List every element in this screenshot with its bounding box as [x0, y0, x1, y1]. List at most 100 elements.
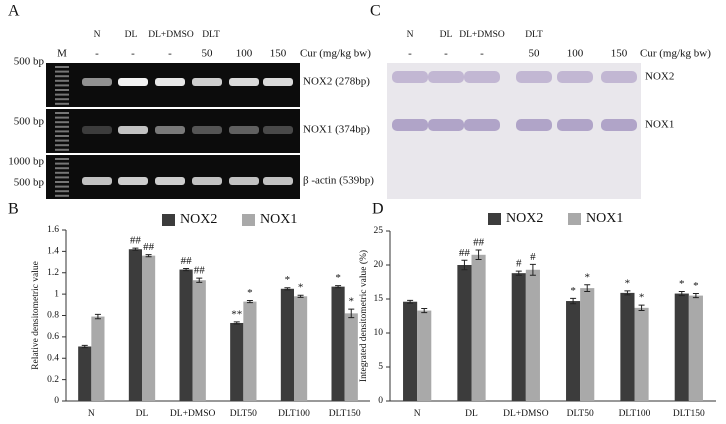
- error-bar: [94, 313, 101, 320]
- gel-band: [229, 78, 259, 86]
- bar: [634, 307, 649, 401]
- bar: [457, 265, 472, 401]
- bar: [243, 301, 257, 401]
- dose-unit: Cur (mg/kg bw): [640, 48, 711, 60]
- group-label: N: [94, 30, 101, 40]
- bar: [674, 293, 689, 401]
- marker-label: 1000 bp: [8, 156, 44, 168]
- ladder-band: [55, 176, 69, 179]
- y-tick-label: 0.8: [47, 311, 59, 321]
- y-tick-label: 1.2: [47, 268, 59, 278]
- ladder-band: [55, 139, 69, 142]
- band-label: β -actin (539bp): [303, 175, 374, 187]
- gel-band: [155, 177, 185, 185]
- band-label: NOX1 (374bp): [303, 124, 370, 136]
- ladder-band: [55, 181, 69, 183]
- ladder-band: [55, 162, 69, 165]
- error-bar: [678, 291, 685, 297]
- error-bar: [183, 267, 190, 272]
- bar: [192, 280, 206, 401]
- gel-band: [263, 177, 293, 185]
- group-label: DLT: [525, 30, 543, 40]
- legend-label: NOX1: [586, 211, 623, 226]
- error-bar: [421, 308, 428, 314]
- x-tick-label: DL+DMSO: [170, 409, 216, 419]
- panel-label: B: [8, 201, 19, 218]
- significance-label: *: [584, 271, 590, 283]
- ladder-band: [55, 194, 69, 197]
- bar: [142, 255, 156, 401]
- blot-band: [557, 71, 593, 83]
- dose-label: -: [480, 48, 484, 60]
- ladder-band: [55, 171, 69, 174]
- dose-label: -: [95, 48, 99, 60]
- significance-label: ##: [143, 241, 155, 253]
- bar: [230, 322, 244, 401]
- x-tick-label: DLT150: [329, 409, 361, 419]
- bar: [78, 346, 92, 401]
- ladder-band: [55, 98, 69, 101]
- legend-swatch: [162, 214, 175, 226]
- y-tick-label: 1.6: [47, 225, 59, 235]
- significance-label: *: [285, 274, 291, 286]
- legend-swatch: [242, 214, 255, 226]
- error-bar: [196, 277, 203, 283]
- ladder-band: [55, 70, 69, 73]
- ladder-band: [55, 93, 69, 96]
- blot: [387, 63, 641, 199]
- significance-label: *: [679, 278, 685, 290]
- blot-band: [428, 119, 464, 131]
- ladder-band: [55, 125, 69, 128]
- gel-band: [82, 177, 112, 185]
- ladder-band: [55, 148, 69, 151]
- ladder-band: [55, 190, 69, 193]
- significance-label: ##: [181, 255, 193, 267]
- error-bar: [145, 254, 152, 258]
- group-label: DL+DMSO: [459, 30, 505, 40]
- bar: [331, 286, 345, 401]
- legend-label: NOX1: [260, 212, 297, 227]
- y-tick-label: 15: [374, 294, 384, 304]
- error-bar: [233, 321, 240, 325]
- legend-label: NOX2: [506, 211, 543, 226]
- dose-label: -: [131, 48, 135, 60]
- ladder-band: [55, 84, 69, 87]
- blot-band: [601, 119, 637, 131]
- error-bar: [284, 287, 291, 291]
- group-label: DLT: [202, 30, 220, 40]
- x-tick-label: DL+DMSO: [503, 409, 549, 419]
- dose-label: 100: [567, 48, 584, 60]
- gel-band: [263, 126, 293, 134]
- y-tick-label: 20: [374, 260, 384, 270]
- gel-band: [118, 177, 148, 185]
- legend-label: NOX2: [180, 212, 217, 227]
- bar: [566, 301, 581, 401]
- x-tick-label: N: [414, 409, 421, 419]
- x-tick-label: DL: [136, 409, 149, 419]
- bar: [417, 310, 432, 401]
- blot-band: [516, 119, 552, 131]
- panel-label: D: [372, 201, 384, 218]
- group-label: DL+DMSO: [148, 30, 194, 40]
- blot-band: [392, 71, 428, 83]
- legend-swatch: [488, 213, 501, 225]
- dose-label: 150: [270, 48, 287, 60]
- bar: [344, 313, 358, 401]
- ladder-band: [55, 185, 69, 188]
- gel-band: [192, 177, 222, 185]
- gel-band: [229, 177, 259, 185]
- group-label: N: [407, 30, 414, 40]
- x-tick-label: DL: [465, 409, 478, 419]
- significance-label: *: [349, 296, 355, 308]
- error-bar: [570, 297, 577, 305]
- bar: [91, 316, 105, 401]
- significance-label: *: [335, 272, 341, 284]
- error-bar: [692, 293, 699, 299]
- ladder-band: [55, 158, 69, 160]
- ladder-band: [55, 66, 69, 68]
- gel-band: [263, 78, 293, 86]
- error-bar: [461, 259, 468, 271]
- gel-band: [155, 78, 185, 86]
- significance-label: ##: [473, 237, 485, 249]
